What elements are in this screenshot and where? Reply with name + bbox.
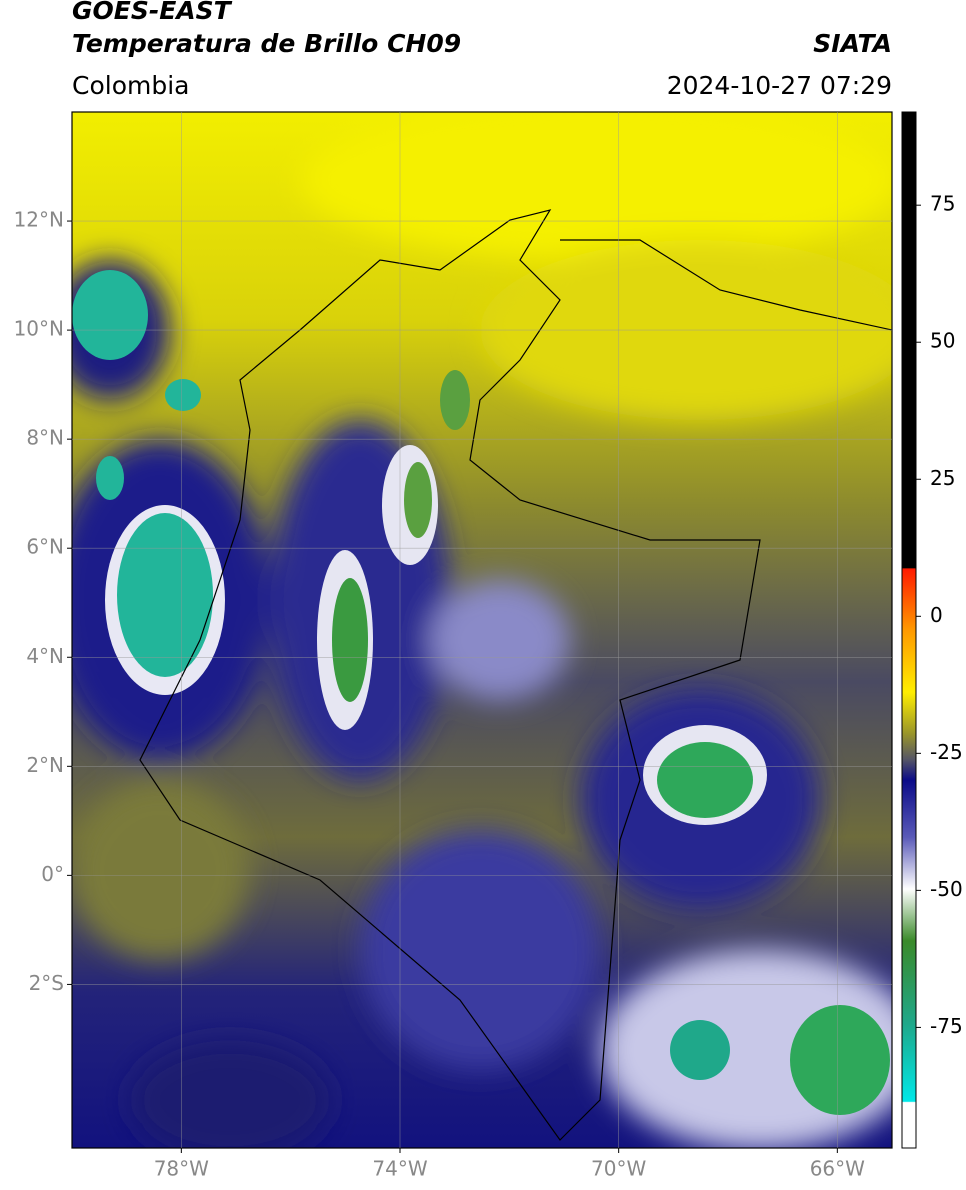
title: GOES-EAST [72, 0, 233, 25]
map-frame [71, 111, 893, 1149]
colorbar-tick-label: 25 [930, 466, 955, 490]
region: Colombia [72, 71, 189, 100]
timestamp: 2024-10-27 07:29 [667, 71, 892, 100]
x-tick-label: 66°W [810, 1157, 865, 1181]
y-tick-label: 10°N [14, 317, 64, 341]
colorbar-tick-label: -75 [930, 1014, 963, 1038]
colorbar [901, 111, 917, 1149]
y-tick-label: 6°N [26, 535, 64, 559]
colorbar-tick-label: -50 [930, 877, 963, 901]
x-tick-label: 70°W [591, 1157, 646, 1181]
source: SIATA [813, 29, 892, 58]
colorbar-tick-label: 75 [930, 192, 955, 216]
y-tick-label: 8°N [26, 426, 64, 450]
colorbar-tick-label: -25 [930, 740, 963, 764]
colorbar-tick-label: 50 [930, 329, 955, 353]
subtitle: Temperatura de Brillo CH09 [72, 29, 461, 58]
x-tick-label: 74°W [372, 1157, 427, 1181]
satellite-image [72, 112, 892, 1148]
y-tick-label: 4°N [26, 644, 64, 668]
x-tick-label: 78°W [154, 1157, 209, 1181]
colorbar-tick-label: 0 [930, 603, 943, 627]
y-tick-label: 12°N [14, 208, 64, 232]
y-tick-label: 2°S [29, 971, 64, 995]
y-tick-label: 0° [41, 862, 64, 886]
y-tick-label: 2°N [26, 753, 64, 777]
